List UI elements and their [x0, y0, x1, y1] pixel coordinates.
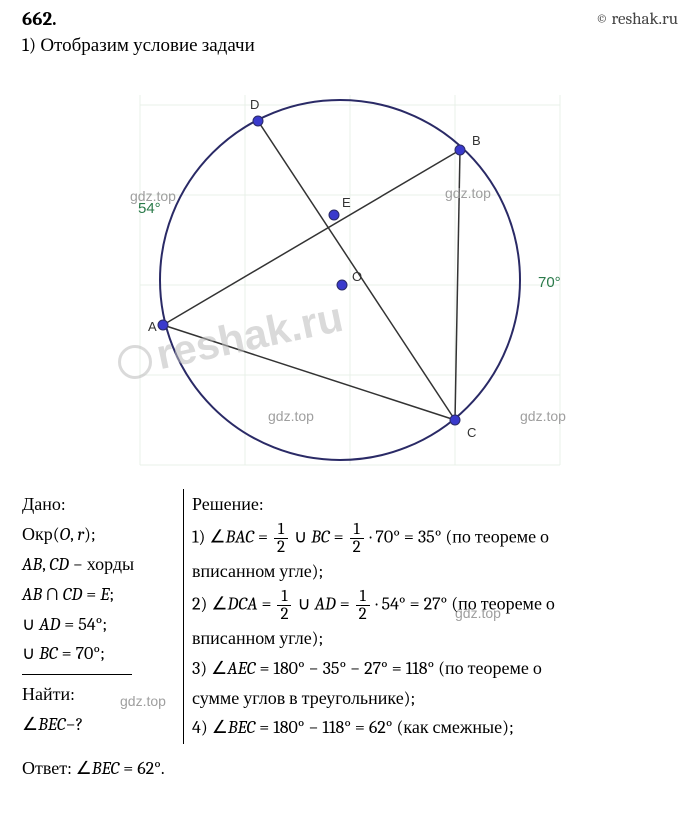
- find-section: Найти: ∠BEC−?: [22, 674, 132, 739]
- diagram-container: ABCDEO54°70°: [22, 65, 678, 485]
- problem-number: 662.: [22, 8, 56, 30]
- solution-line: 2) ∠DCA = 12 ∪ AD = 12 · 54° = 27° (по т…: [192, 588, 678, 623]
- solution-line: 1) ∠BAC = 12 ∪ BC = 12 · 70° = 35° (по т…: [192, 521, 678, 556]
- given-line: ∪ AD = 54°;: [22, 611, 173, 639]
- watermark-gdz: gdz.top: [120, 693, 166, 709]
- site-brand: © reshak.ru: [596, 10, 678, 29]
- solution-line: 4) ∠BEC = 180° − 118° = 62° (как смежные…: [192, 714, 678, 742]
- watermark-circle: [118, 345, 152, 379]
- given-line: ∪ BC = 70°;: [22, 640, 173, 668]
- answer-line: Ответ: ∠BEC = 62°.: [22, 758, 678, 779]
- watermark-gdz: gdz.top: [520, 408, 566, 424]
- solution-line: 3) ∠AEC = 180° − 35° − 27° = 118° (по те…: [192, 655, 678, 683]
- step-1: 1) Отобразим условие задачи: [22, 34, 678, 57]
- given-line: Окр(O, r);: [22, 521, 173, 549]
- watermark-gdz: gdz.top: [268, 408, 314, 424]
- watermark-gdz: gdz.top: [445, 185, 491, 201]
- svg-text:B: B: [472, 133, 481, 148]
- find-line: ∠BEC−?: [22, 711, 132, 739]
- svg-text:70°: 70°: [538, 274, 561, 291]
- svg-text:E: E: [342, 195, 351, 210]
- find-title: Найти:: [22, 681, 132, 709]
- svg-text:O: O: [352, 269, 362, 284]
- solution-line: вписанном угле);: [192, 625, 678, 653]
- watermark-gdz: gdz.top: [130, 188, 176, 204]
- solution-line: сумме углов в треугольнике);: [192, 685, 678, 713]
- solution-line: вписанном угле);: [192, 558, 678, 586]
- svg-text:D: D: [250, 97, 259, 112]
- given-line: AB ∩ CD = E;: [22, 581, 173, 609]
- svg-text:C: C: [467, 425, 476, 440]
- solution-column: Решение: 1) ∠BAC = 12 ∪ BC = 12 · 70° = …: [184, 489, 678, 744]
- given-line: AB, CD − хорды: [22, 551, 173, 579]
- given-title: Дано:: [22, 491, 173, 519]
- solution-title: Решение:: [192, 491, 678, 519]
- header-row: 662. © reshak.ru: [22, 8, 678, 30]
